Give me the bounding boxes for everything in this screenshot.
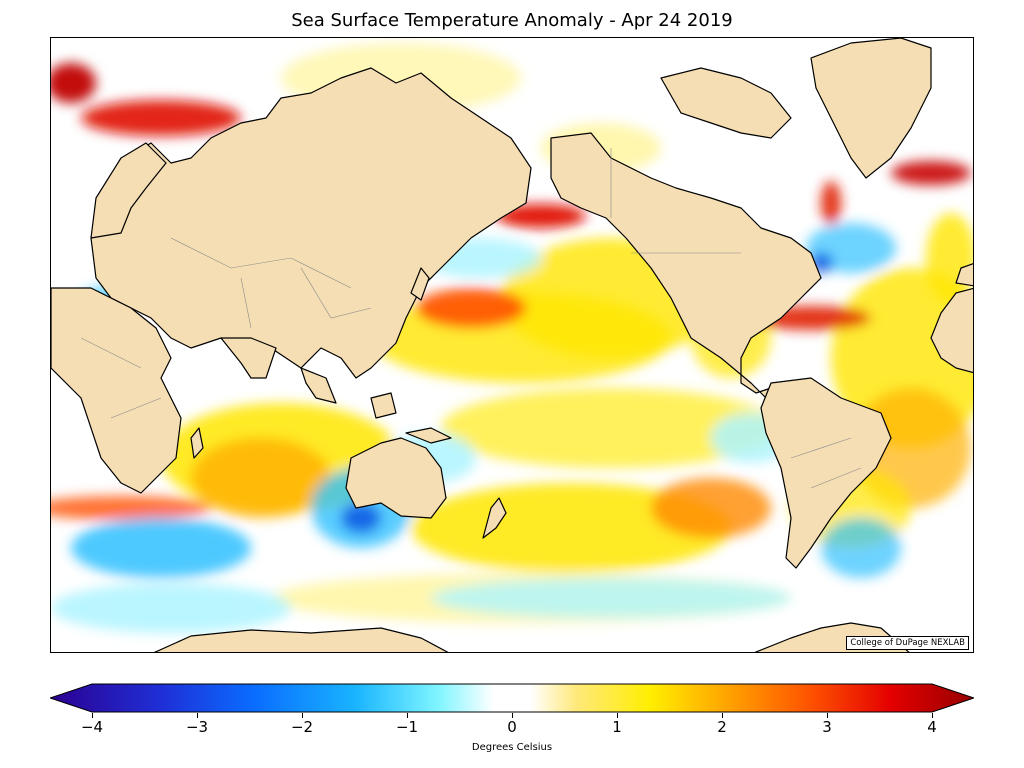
colorbar-gradient bbox=[50, 683, 974, 713]
colorbar-tick-mark bbox=[722, 713, 723, 718]
colorbar-tick-label: 0 bbox=[507, 718, 517, 736]
map-title: Sea Surface Temperature Anomaly - Apr 24… bbox=[291, 10, 733, 31]
colorbar bbox=[50, 683, 974, 713]
country-borders bbox=[80, 148, 862, 489]
colorbar-tick-mark bbox=[197, 713, 198, 718]
colorbar-tick-label: 2 bbox=[717, 718, 727, 736]
land-new-zealand bbox=[482, 497, 507, 539]
land-new-guinea bbox=[405, 427, 452, 444]
map-panel: College of DuPage NEXLAB bbox=[50, 37, 974, 653]
land-west-africa-right bbox=[930, 287, 973, 374]
colorbar-tick-label: −2 bbox=[290, 718, 314, 736]
colorbar-tick-mark bbox=[407, 713, 408, 718]
colorbar-tick-mark bbox=[932, 713, 933, 718]
land-antarctica bbox=[153, 627, 449, 652]
colorbar-tick-label: −4 bbox=[80, 718, 104, 736]
colorbar-tick-mark bbox=[302, 713, 303, 718]
land-scandinavia bbox=[90, 142, 167, 239]
land-south-america bbox=[760, 377, 892, 569]
colorbar-tick-mark bbox=[512, 713, 513, 718]
credit-label: College of DuPage NEXLAB bbox=[846, 636, 969, 650]
colorbar-tick-label: 1 bbox=[612, 718, 622, 736]
land-eurasia bbox=[90, 67, 532, 379]
land-japan bbox=[410, 267, 430, 301]
colorbar-tick-label: −3 bbox=[185, 718, 209, 736]
colorbar-tick-label: −1 bbox=[395, 718, 419, 736]
colorbar-tick-label: 3 bbox=[822, 718, 832, 736]
land-australia bbox=[345, 437, 447, 519]
land-borneo bbox=[370, 392, 397, 419]
land-iberia-right bbox=[955, 263, 973, 287]
land-india bbox=[220, 337, 277, 379]
colorbar-tick-mark bbox=[617, 713, 618, 718]
land-masses bbox=[51, 38, 973, 652]
colorbar-tick-mark bbox=[92, 713, 93, 718]
sst-anomaly-map: College of DuPage NEXLAB bbox=[51, 38, 973, 652]
land-se-asia bbox=[300, 367, 337, 404]
land-madagascar bbox=[190, 427, 204, 459]
land-north-america bbox=[550, 132, 822, 409]
colorbar-label: Degrees Celsius bbox=[471, 742, 553, 753]
land-greenland bbox=[810, 38, 932, 179]
colorbar-tick-label: 4 bbox=[927, 718, 937, 736]
land-canadian-arctic bbox=[660, 67, 792, 139]
colorbar-tick-mark bbox=[827, 713, 828, 718]
